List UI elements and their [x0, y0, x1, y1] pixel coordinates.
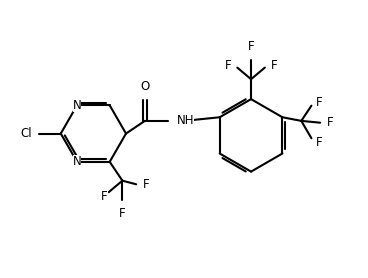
- Text: F: F: [270, 59, 277, 72]
- Text: F: F: [327, 116, 333, 129]
- Text: N: N: [73, 99, 81, 112]
- Text: F: F: [101, 190, 107, 203]
- Text: F: F: [316, 136, 322, 149]
- Text: F: F: [316, 96, 322, 108]
- Text: Cl: Cl: [21, 127, 32, 140]
- Text: O: O: [140, 80, 149, 93]
- Text: F: F: [119, 207, 126, 220]
- Text: F: F: [225, 59, 231, 72]
- Text: F: F: [143, 178, 149, 191]
- Text: NH: NH: [176, 114, 194, 127]
- Text: N: N: [73, 155, 81, 168]
- Text: F: F: [248, 40, 254, 53]
